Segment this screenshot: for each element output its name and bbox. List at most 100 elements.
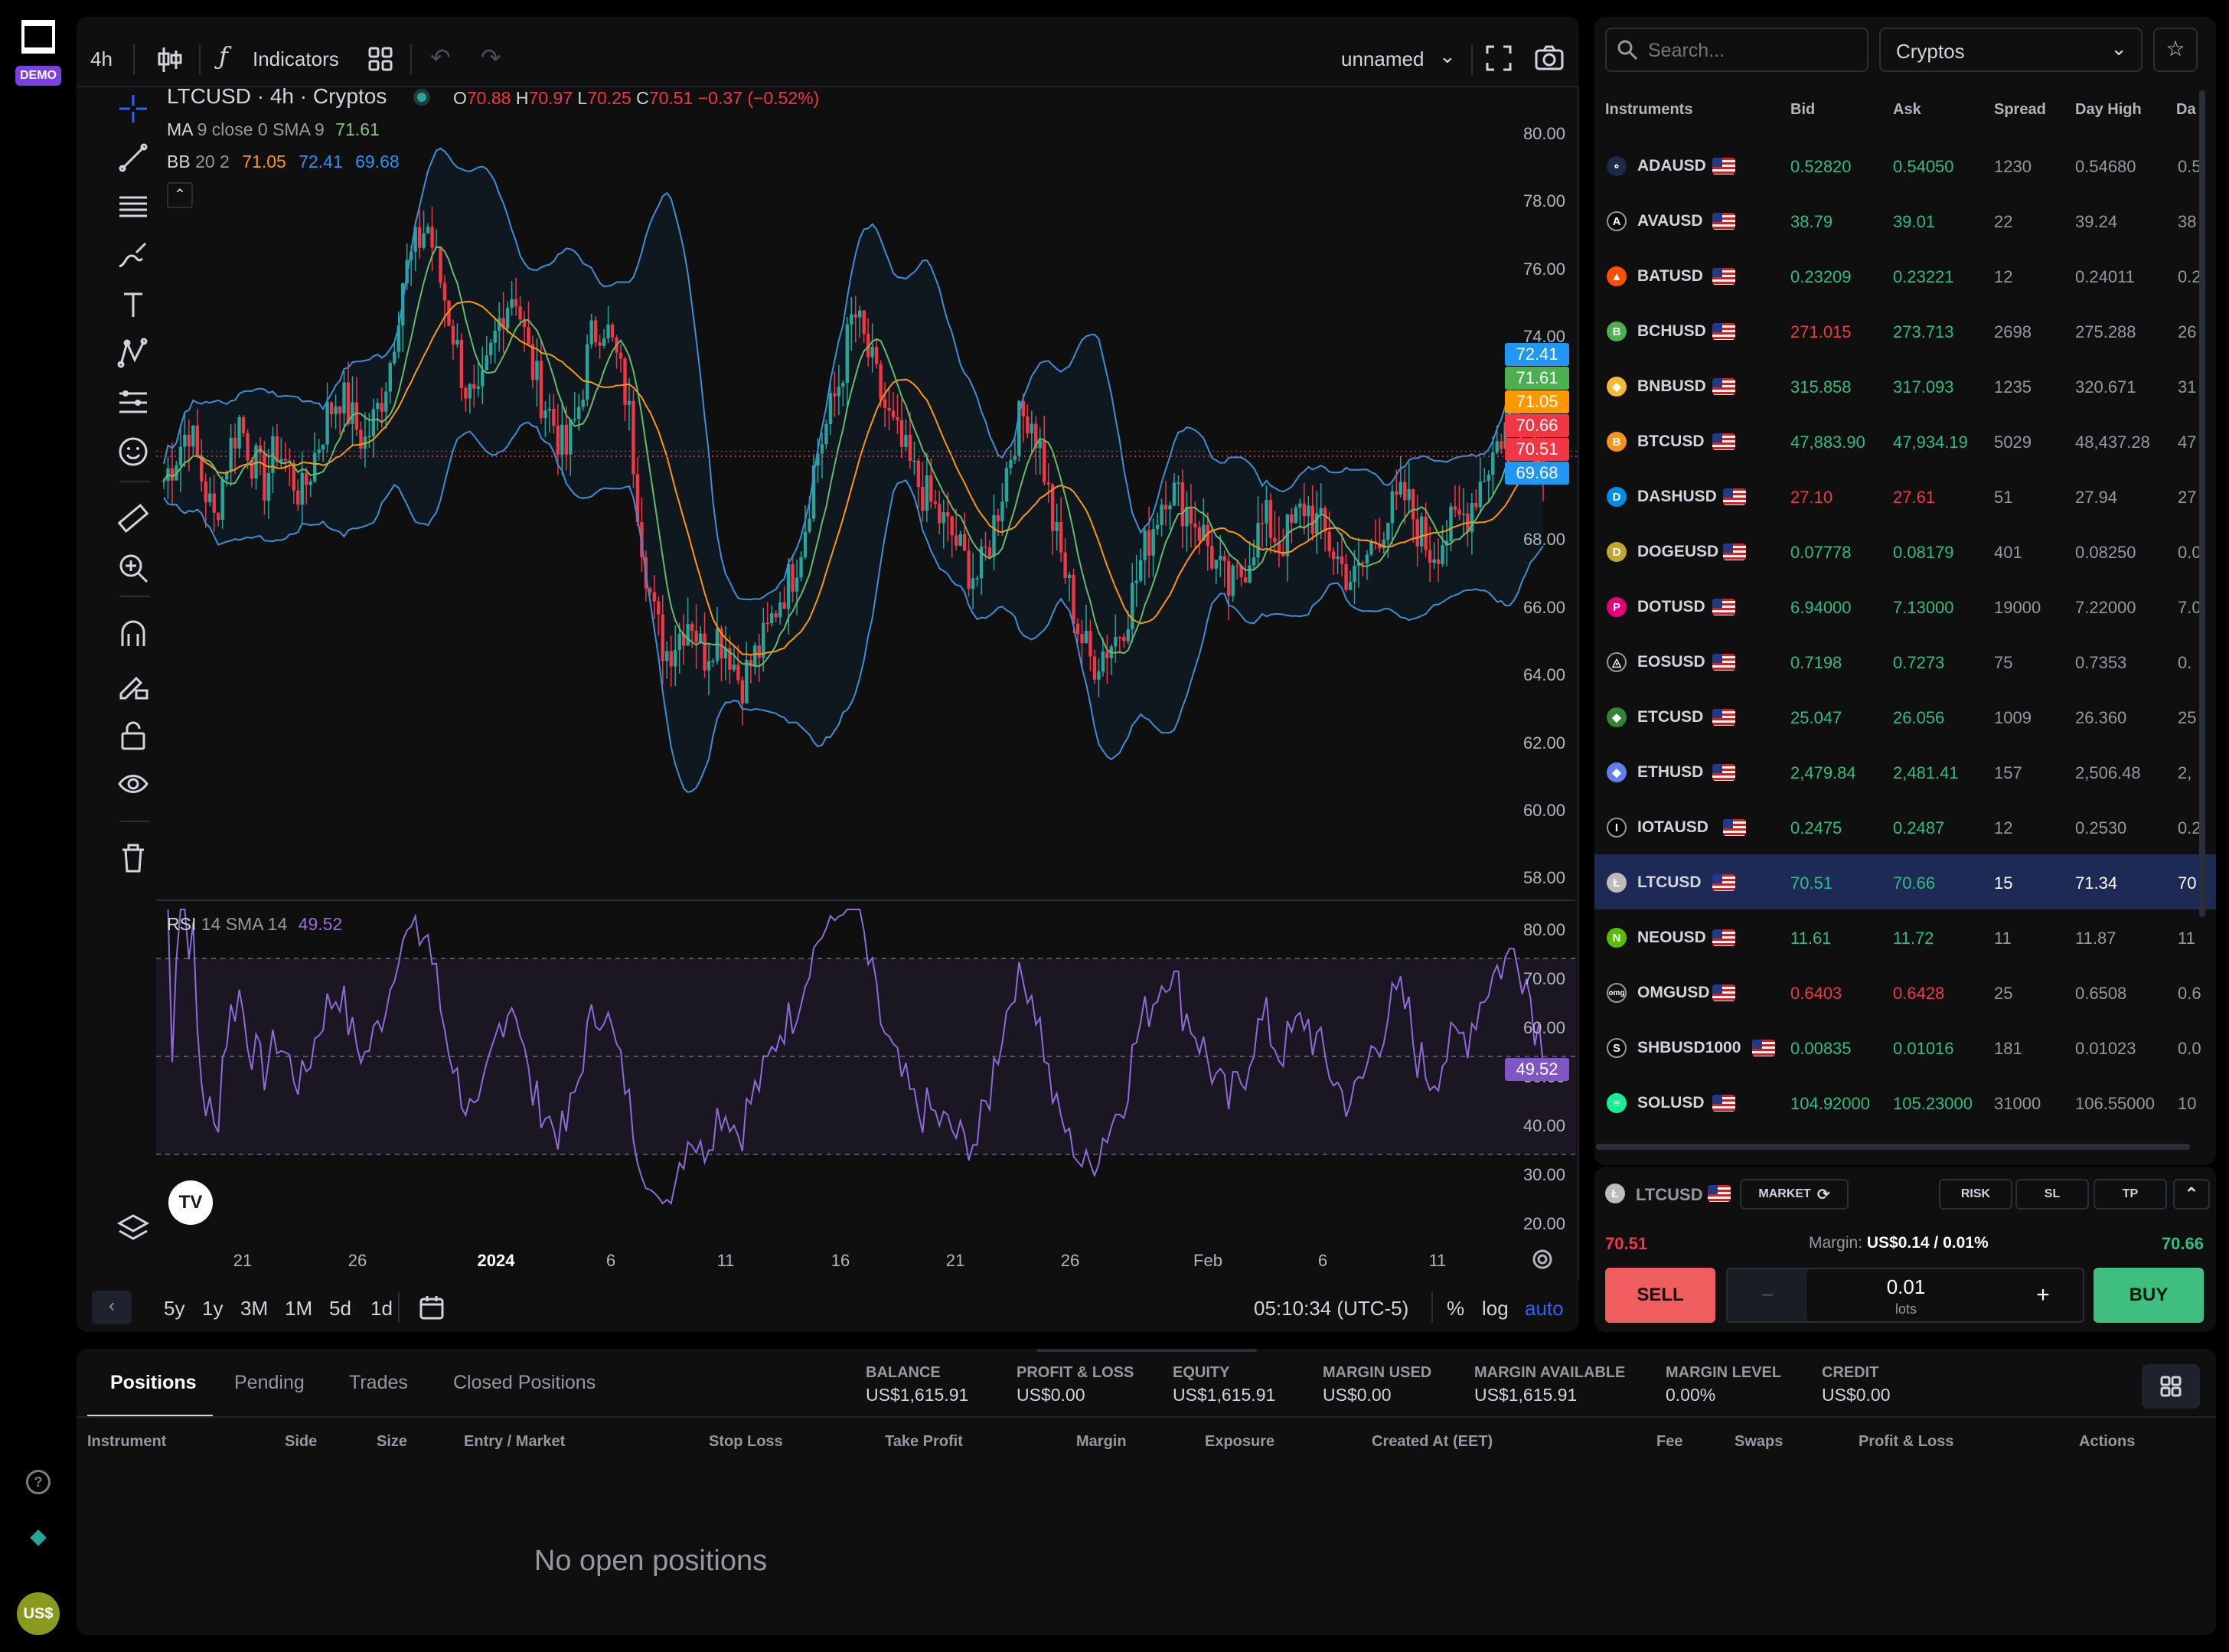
instrument-row[interactable]: ≡ SOLUSD 104.92000 105.23000 31000 106.55000 1…	[1594, 1075, 2216, 1130]
column-header[interactable]: Actions	[2079, 1433, 2136, 1450]
undo-icon[interactable]: ↶	[430, 44, 451, 71]
forecast-icon[interactable]	[113, 383, 153, 423]
redo-icon[interactable]: ↷	[481, 44, 501, 71]
help-icon[interactable]: ?	[26, 1470, 51, 1494]
column-header[interactable]: Fee	[1656, 1433, 1683, 1450]
percent-scale-button[interactable]: %	[1447, 1297, 1465, 1320]
rsi-legend[interactable]: RSI 14 SMA 14 49.52	[167, 914, 343, 934]
tradingview-logo[interactable]: TV	[168, 1180, 213, 1225]
log-scale-button[interactable]: log	[1482, 1297, 1509, 1320]
crosshair-icon[interactable]	[113, 89, 153, 129]
ma-legend[interactable]: MA 9 close 0 SMA 9 71.61	[167, 119, 380, 139]
text-tool-icon[interactable]	[113, 285, 153, 325]
range-button-3M[interactable]: 3M	[240, 1297, 269, 1320]
instrument-row[interactable]: D DOGEUSD 0.07778 0.08179 401 0.08250 0.0	[1594, 524, 2216, 579]
brush-icon[interactable]	[113, 236, 153, 276]
indicators-button[interactable]: Indicators	[253, 47, 339, 70]
auto-scale-button[interactable]: auto	[1525, 1297, 1564, 1320]
clock-display[interactable]: 05:10:34 (UTC-5)	[1254, 1297, 1409, 1320]
instrument-row[interactable]: B BTCUSD 47,883.90 47,934.19 5029 48,437.28 47	[1594, 413, 2216, 469]
tab-trades[interactable]: Trades	[349, 1372, 408, 1393]
zoom-in-icon[interactable]	[113, 548, 153, 588]
panel-resize-handle[interactable]	[1036, 1349, 1257, 1352]
bb-legend[interactable]: BB 20 2 71.05 72.41 69.68	[167, 152, 400, 171]
column-header[interactable]: Take Profit	[885, 1433, 963, 1450]
tab-closed-positions[interactable]: Closed Positions	[453, 1372, 596, 1393]
instrument-row[interactable]: ▲ BATUSD 0.23209 0.23221 12 0.24011 0.2	[1594, 248, 2216, 303]
fib-retracement-icon[interactable]	[113, 187, 153, 227]
pattern-icon[interactable]	[113, 334, 153, 374]
chart-settings-icon[interactable]	[1531, 1248, 1554, 1271]
decrease-lots-button[interactable]: −	[1728, 1269, 1807, 1321]
magnet-icon[interactable]	[113, 614, 153, 654]
range-button-1d[interactable]: 1d	[370, 1297, 393, 1320]
column-header[interactable]: Entry / Market	[464, 1433, 566, 1450]
instrument-row[interactable]: P DOTUSD 6.94000 7.13000 19000 7.22000 7.0	[1594, 579, 2216, 634]
instrument-row[interactable]: N NEOUSD 11.61 11.72 11 11.87 11	[1594, 909, 2216, 965]
buy-button[interactable]: BUY	[2094, 1268, 2204, 1323]
fullscreen-icon[interactable]	[1485, 44, 1513, 72]
instrument-row[interactable]: ◆ BNBUSD 315.858 317.093 1235 320.671 31	[1594, 358, 2216, 413]
instrument-row[interactable]: Ł LTCUSD 70.51 70.66 15 71.34 70	[1594, 854, 2216, 909]
tab-pending[interactable]: Pending	[234, 1372, 305, 1393]
indicators-icon[interactable]: ƒ	[219, 41, 228, 70]
timeframe-button[interactable]: 4h	[90, 47, 113, 70]
emoji-icon[interactable]	[113, 432, 153, 472]
grid-view-button[interactable]	[2142, 1364, 2200, 1409]
column-header[interactable]: Size	[377, 1433, 408, 1450]
layout-name[interactable]: unnamed	[1341, 47, 1425, 70]
range-button-5d[interactable]: 5d	[329, 1297, 351, 1320]
instrument-row[interactable]: I IOTAUSD 0.2475 0.2487 12 0.2530 0.2	[1594, 799, 2216, 854]
category-select[interactable]: Cryptos ⌄	[1879, 28, 2143, 72]
vertical-scrollbar[interactable]	[2199, 90, 2205, 917]
lock-drawing-icon[interactable]	[113, 664, 153, 704]
trend-line-icon[interactable]	[113, 138, 153, 178]
range-button-1y[interactable]: 1y	[202, 1297, 224, 1320]
column-header[interactable]: Exposure	[1205, 1433, 1275, 1450]
unlock-icon[interactable]	[113, 715, 153, 755]
instrument-row[interactable]: ∘ ADAUSD 0.52820 0.54050 1230 0.54680 0.5	[1594, 138, 2216, 193]
instrument-row[interactable]: A AVAUSD 38.79 39.01 22 39.24 38	[1594, 193, 2216, 248]
range-button-5y[interactable]: 5y	[164, 1297, 185, 1320]
tab-positions[interactable]: Positions	[110, 1372, 197, 1393]
column-header[interactable]: Stop Loss	[709, 1433, 783, 1450]
instrument-row[interactable]: B BCHUSD 271.015 273.713 2698 275.288 26	[1594, 303, 2216, 358]
column-header[interactable]: Margin	[1076, 1433, 1127, 1450]
collapse-legend-button[interactable]: ⌃	[167, 182, 193, 208]
price-chart[interactable]	[77, 17, 1579, 1332]
search-box[interactable]	[1605, 28, 1868, 72]
trash-icon[interactable]	[113, 837, 153, 877]
currency-avatar[interactable]: US$	[17, 1592, 60, 1635]
collapse-ticket-button[interactable]: ⌃	[2173, 1179, 2210, 1210]
favorite-star-button[interactable]: ☆	[2153, 28, 2198, 72]
instrument-row[interactable]: D DASHUSD 27.10 27.61 51 27.94 27	[1594, 469, 2216, 524]
instrument-row[interactable]: ◆ ETHUSD 2,479.84 2,481.41 157 2,506.48 2,	[1594, 744, 2216, 799]
layers-icon[interactable]	[113, 1208, 153, 1248]
goto-date-icon[interactable]	[418, 1294, 445, 1321]
stop-loss-button[interactable]: SL	[2015, 1179, 2089, 1210]
instrument-row[interactable]: ◆ ETCUSD 25.047 26.056 1009 26.360 25	[1594, 689, 2216, 744]
column-header[interactable]: Swaps	[1735, 1433, 1784, 1450]
templates-icon[interactable]	[367, 46, 393, 72]
lots-value[interactable]: 0.01	[1886, 1275, 1926, 1298]
scroll-left-button[interactable]: ‹	[92, 1291, 132, 1324]
search-input[interactable]	[1648, 37, 1862, 64]
app-logo[interactable]	[21, 20, 55, 54]
chart-type-icon[interactable]	[155, 44, 185, 75]
column-header[interactable]: Instrument	[87, 1433, 167, 1450]
take-profit-button[interactable]: TP	[2094, 1179, 2167, 1210]
increase-lots-button[interactable]: +	[2036, 1282, 2050, 1308]
order-type-button[interactable]: MARKET ⟳	[1740, 1179, 1849, 1210]
column-header[interactable]: Profit & Loss	[1859, 1433, 1954, 1450]
column-header[interactable]: Side	[285, 1433, 318, 1450]
lots-stepper[interactable]: − 0.01 lots +	[1726, 1268, 2084, 1323]
column-header[interactable]: Created At (EET)	[1372, 1433, 1493, 1450]
diamond-icon[interactable]: ◆	[30, 1524, 47, 1548]
horizontal-scrollbar[interactable]	[1596, 1144, 2190, 1150]
chevron-down-icon[interactable]: ⌄	[1439, 44, 1456, 67]
instrument-row[interactable]: S SHBUSD1000 0.00835 0.01016 181 0.01023 0.0	[1594, 1020, 2216, 1075]
instrument-row[interactable]: omg OMGUSD 0.6403 0.6428 25 0.6508 0.6	[1594, 965, 2216, 1020]
camera-icon[interactable]	[1534, 44, 1565, 72]
sell-button[interactable]: SELL	[1605, 1268, 1715, 1323]
eye-icon[interactable]	[113, 764, 153, 804]
